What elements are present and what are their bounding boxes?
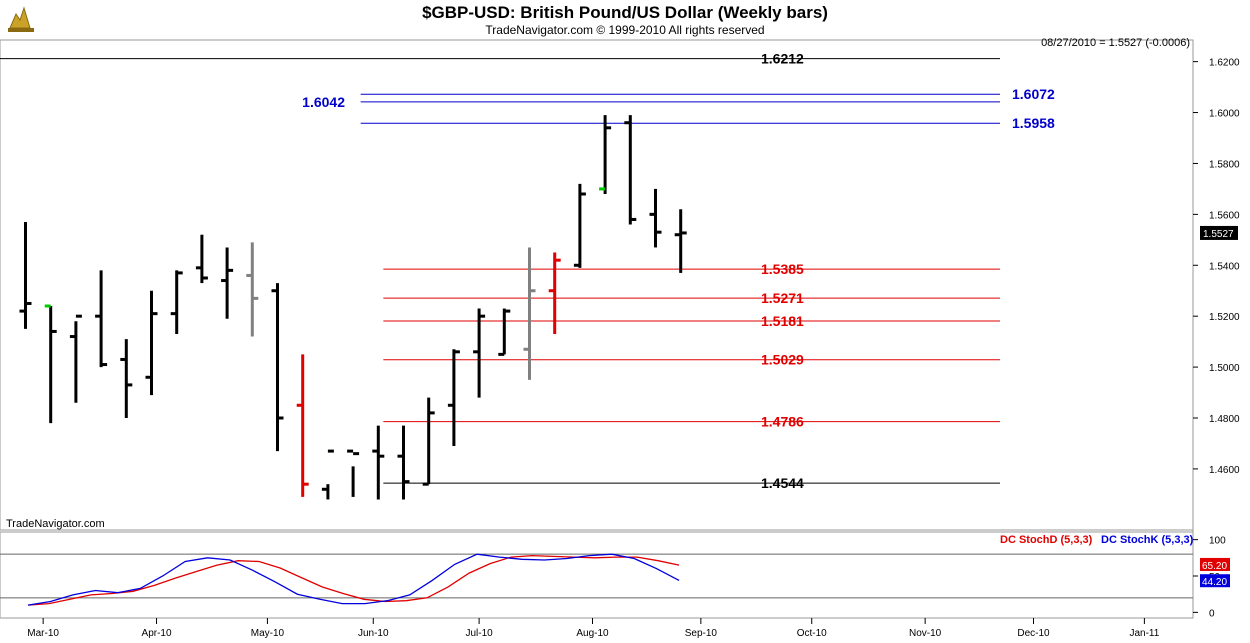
price-tick-label: 1.4800 xyxy=(1209,414,1240,425)
stoch-d-line xyxy=(27,554,680,606)
price-axis: 1.6200 1.6000 1.5800 1.5600 1.5400 1.5200 1.50… xyxy=(1193,58,1240,476)
price-tick-label: 1.6200 xyxy=(1209,58,1240,69)
chart-title: $GBP-USD: British Pound/US Dollar (Weekl… xyxy=(422,3,828,22)
price-tick-label: 1.6000 xyxy=(1209,109,1240,120)
last-price-tag xyxy=(1200,225,1238,240)
price-tick-label: 1.4600 xyxy=(1209,465,1240,476)
price-tick-label: 1.5800 xyxy=(1209,159,1240,170)
price-bars xyxy=(19,115,687,500)
time-tick-label: Sep-10 xyxy=(685,628,718,639)
last-quote: 08/27/2010 = 1.5527 (-0.0006) xyxy=(1041,37,1190,49)
stoch-k-tag xyxy=(1200,574,1230,588)
time-tick-label: Jul-10 xyxy=(465,628,493,639)
price-panel xyxy=(0,39,1194,531)
bull-bear-logo-icon xyxy=(8,6,34,32)
watermark: TradeNavigator.com xyxy=(6,518,105,530)
level-label: 1.6072 xyxy=(1012,86,1055,102)
legend-stoch-k: DC StochK (5,3,3) xyxy=(1101,534,1194,546)
level-label: 1.5271 xyxy=(761,290,804,306)
stoch-d-tag xyxy=(1200,557,1230,571)
stoch-d-last: 65.20 xyxy=(1202,561,1227,572)
copyright-text: TradeNavigator.com © 1999-2010 All right… xyxy=(485,23,764,37)
stoch-tick-label: 0 xyxy=(1209,608,1215,619)
time-tick-label: Dec-10 xyxy=(1017,628,1050,639)
stoch-k-line xyxy=(27,553,680,606)
time-tick-label: Aug-10 xyxy=(576,628,609,639)
time-tick-label: Nov-10 xyxy=(909,628,942,639)
level-label: 1.6212 xyxy=(761,51,804,67)
stochastic-lines xyxy=(0,553,1193,606)
level-label: 1.5181 xyxy=(761,313,804,329)
price-tick-label: 1.5400 xyxy=(1209,261,1240,272)
time-tick-label: Oct-10 xyxy=(797,628,827,639)
level-label: 1.4786 xyxy=(761,414,804,430)
time-tick-label: Jun-10 xyxy=(358,628,389,639)
last-price-label: 1.5527 xyxy=(1203,229,1234,240)
legend-stoch-d: DC StochD (5,3,3) xyxy=(1000,534,1093,546)
support-resistance-levels: 1.6212 1.6072 1.6042 1.5958 1.5385 1.5271 1.51… xyxy=(0,51,1055,491)
level-label: 1.5385 xyxy=(761,261,804,277)
stoch-k-last: 44.20 xyxy=(1202,577,1227,588)
time-tick-label: Mar-10 xyxy=(27,628,59,639)
level-label: 1.5029 xyxy=(761,352,804,368)
time-tick-label: May-10 xyxy=(251,628,285,639)
price-tick-label: 1.5200 xyxy=(1209,312,1240,323)
stoch-tick-label: 100 xyxy=(1209,536,1226,547)
level-label: 1.4544 xyxy=(761,475,804,491)
price-tick-label: 1.5600 xyxy=(1209,210,1240,221)
level-label: 1.6042 xyxy=(302,94,345,110)
level-label: 1.5958 xyxy=(1012,115,1055,131)
time-tick-label: Jan-11 xyxy=(1129,628,1159,639)
time-tick-label: Apr-10 xyxy=(142,628,172,639)
stochastic-panel xyxy=(0,531,1194,619)
time-axis: Mar-10 Apr-10 May-10 Jun-10 Jul-10 Aug-10 Sep-… xyxy=(27,618,1160,639)
price-tick-label: 1.5000 xyxy=(1209,363,1240,374)
